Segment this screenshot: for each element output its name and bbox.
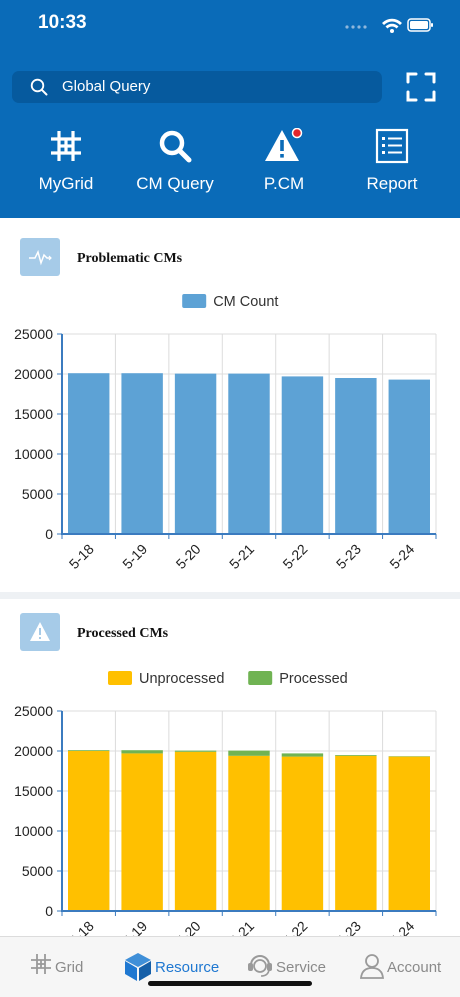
legend-swatch bbox=[182, 294, 206, 308]
search-icon bbox=[30, 78, 48, 96]
problematic-cms-section: Problematic CMs CM Count 25000 20000 15000 1… bbox=[0, 218, 460, 592]
tab-account[interactable]: Account bbox=[360, 937, 450, 997]
global-search-bar[interactable]: Global Query bbox=[12, 71, 382, 103]
legend-label: CM Count bbox=[213, 294, 278, 310]
search-icon bbox=[157, 128, 193, 164]
nav-pcm-label: P.CM bbox=[234, 174, 334, 194]
grid-icon bbox=[48, 128, 84, 164]
bar-cm-count-5-21 bbox=[228, 374, 269, 534]
y-tick-label: 15000 bbox=[14, 406, 53, 422]
y-tick-label: 20000 bbox=[14, 366, 53, 382]
bar-unprocessed-5-19 bbox=[121, 753, 162, 911]
legend-swatch bbox=[248, 671, 272, 685]
nav-mygrid-label: MyGrid bbox=[16, 174, 116, 194]
tab-resource[interactable]: Resource bbox=[124, 937, 224, 997]
x-tick-label: 5-22 bbox=[279, 918, 310, 936]
nav-cm-query[interactable]: CM Query bbox=[125, 128, 225, 198]
y-tick-label: 0 bbox=[45, 903, 53, 919]
nav-report-label: Report bbox=[342, 174, 442, 194]
warning-icon bbox=[20, 613, 60, 651]
legend-label: Processed bbox=[279, 671, 348, 687]
headset-icon bbox=[247, 951, 273, 979]
nav-cm-query-label: CM Query bbox=[125, 174, 225, 194]
x-tick-label: 5-20 bbox=[173, 541, 204, 572]
x-tick-label: 5-21 bbox=[226, 541, 257, 572]
bar-cm-count-5-19 bbox=[121, 373, 162, 534]
signal-icon bbox=[345, 25, 366, 28]
x-tick-label: 5-24 bbox=[386, 541, 417, 572]
x-tick-label: 5-23 bbox=[333, 918, 364, 936]
nav-mygrid[interactable]: MyGrid bbox=[16, 128, 116, 198]
grid-icon bbox=[30, 953, 52, 975]
bar-unprocessed-5-24 bbox=[389, 757, 430, 911]
bar-cm-count-5-23 bbox=[335, 378, 376, 534]
x-tick-label: 5-18 bbox=[66, 541, 97, 572]
pulse-icon bbox=[20, 238, 60, 276]
status-bar: 10:33 bbox=[0, 0, 460, 54]
battery-icon bbox=[408, 19, 433, 31]
bar-cm-count-5-18 bbox=[68, 373, 109, 534]
bar-processed-5-18 bbox=[68, 750, 109, 751]
x-tick-label: 5-18 bbox=[66, 918, 97, 936]
x-tick-label: 5-23 bbox=[333, 541, 364, 572]
legend-swatch bbox=[108, 671, 132, 685]
bar-cm-count-5-24 bbox=[389, 380, 430, 534]
y-tick-label: 10000 bbox=[14, 446, 53, 462]
report-icon bbox=[374, 128, 410, 164]
wifi-icon bbox=[382, 19, 402, 33]
y-tick-label: 15000 bbox=[14, 783, 53, 799]
x-tick-label: 5-19 bbox=[119, 918, 150, 936]
warning-icon bbox=[264, 128, 304, 164]
scan-icon[interactable] bbox=[406, 72, 436, 102]
home-indicator bbox=[148, 981, 312, 986]
nav-pcm[interactable]: P.CM bbox=[234, 128, 334, 198]
tab-service-label: Service bbox=[276, 959, 326, 976]
y-tick-label: 25000 bbox=[14, 703, 53, 719]
x-tick-label: 5-20 bbox=[173, 918, 204, 936]
bar-unprocessed-5-22 bbox=[282, 757, 323, 911]
x-tick-label: 5-19 bbox=[119, 541, 150, 572]
y-tick-label: 25000 bbox=[14, 326, 53, 342]
bar-processed-5-21 bbox=[228, 751, 269, 756]
bar-processed-5-20 bbox=[175, 751, 216, 752]
y-tick-label: 5000 bbox=[22, 486, 53, 502]
tab-grid[interactable]: Grid bbox=[30, 937, 110, 997]
tab-account-label: Account bbox=[387, 959, 441, 976]
tab-resource-label: Resource bbox=[155, 959, 219, 976]
section-title: Problematic CMs bbox=[77, 251, 182, 267]
notification-badge bbox=[293, 129, 302, 138]
x-tick-label: 5-24 bbox=[386, 918, 417, 936]
header: Global Query MyGrid CM Query P.CM bbox=[0, 54, 460, 218]
legend-label: Unprocessed bbox=[139, 671, 224, 687]
processed-cms-chart: Unprocessed Processed 25000 20000 15000 10000… bbox=[0, 659, 460, 936]
tab-bar: Grid Resource Service Account bbox=[0, 936, 460, 997]
bar-processed-5-23 bbox=[335, 755, 376, 756]
bar-cm-count-5-20 bbox=[175, 374, 216, 534]
bar-cm-count-5-22 bbox=[282, 376, 323, 534]
status-icons bbox=[344, 15, 434, 35]
problematic-cms-chart: CM Count 25000 20000 15000 10000 5000 0 5-18 5-1… bbox=[0, 282, 460, 592]
bar-unprocessed-5-23 bbox=[335, 756, 376, 911]
bar-processed-5-19 bbox=[121, 750, 162, 753]
person-icon bbox=[360, 953, 384, 979]
tab-service[interactable]: Service bbox=[247, 937, 337, 997]
y-tick-label: 5000 bbox=[22, 863, 53, 879]
status-time: 10:33 bbox=[38, 12, 87, 34]
y-tick-label: 0 bbox=[45, 526, 53, 542]
bar-unprocessed-5-20 bbox=[175, 752, 216, 911]
cube-icon bbox=[124, 952, 152, 982]
section-title: Processed CMs bbox=[77, 626, 168, 642]
x-tick-label: 5-21 bbox=[226, 918, 257, 936]
y-tick-label: 10000 bbox=[14, 823, 53, 839]
bar-unprocessed-5-21 bbox=[228, 756, 269, 911]
tab-grid-label: Grid bbox=[55, 959, 83, 976]
search-placeholder: Global Query bbox=[62, 78, 150, 95]
x-tick-label: 5-22 bbox=[279, 541, 310, 572]
nav-report[interactable]: Report bbox=[342, 128, 442, 198]
bar-unprocessed-5-18 bbox=[68, 751, 109, 911]
bar-processed-5-22 bbox=[282, 753, 323, 756]
section-divider bbox=[0, 592, 460, 599]
y-tick-label: 20000 bbox=[14, 743, 53, 759]
processed-cms-section: Processed CMs Unprocessed Processed 25000 2… bbox=[0, 599, 460, 936]
